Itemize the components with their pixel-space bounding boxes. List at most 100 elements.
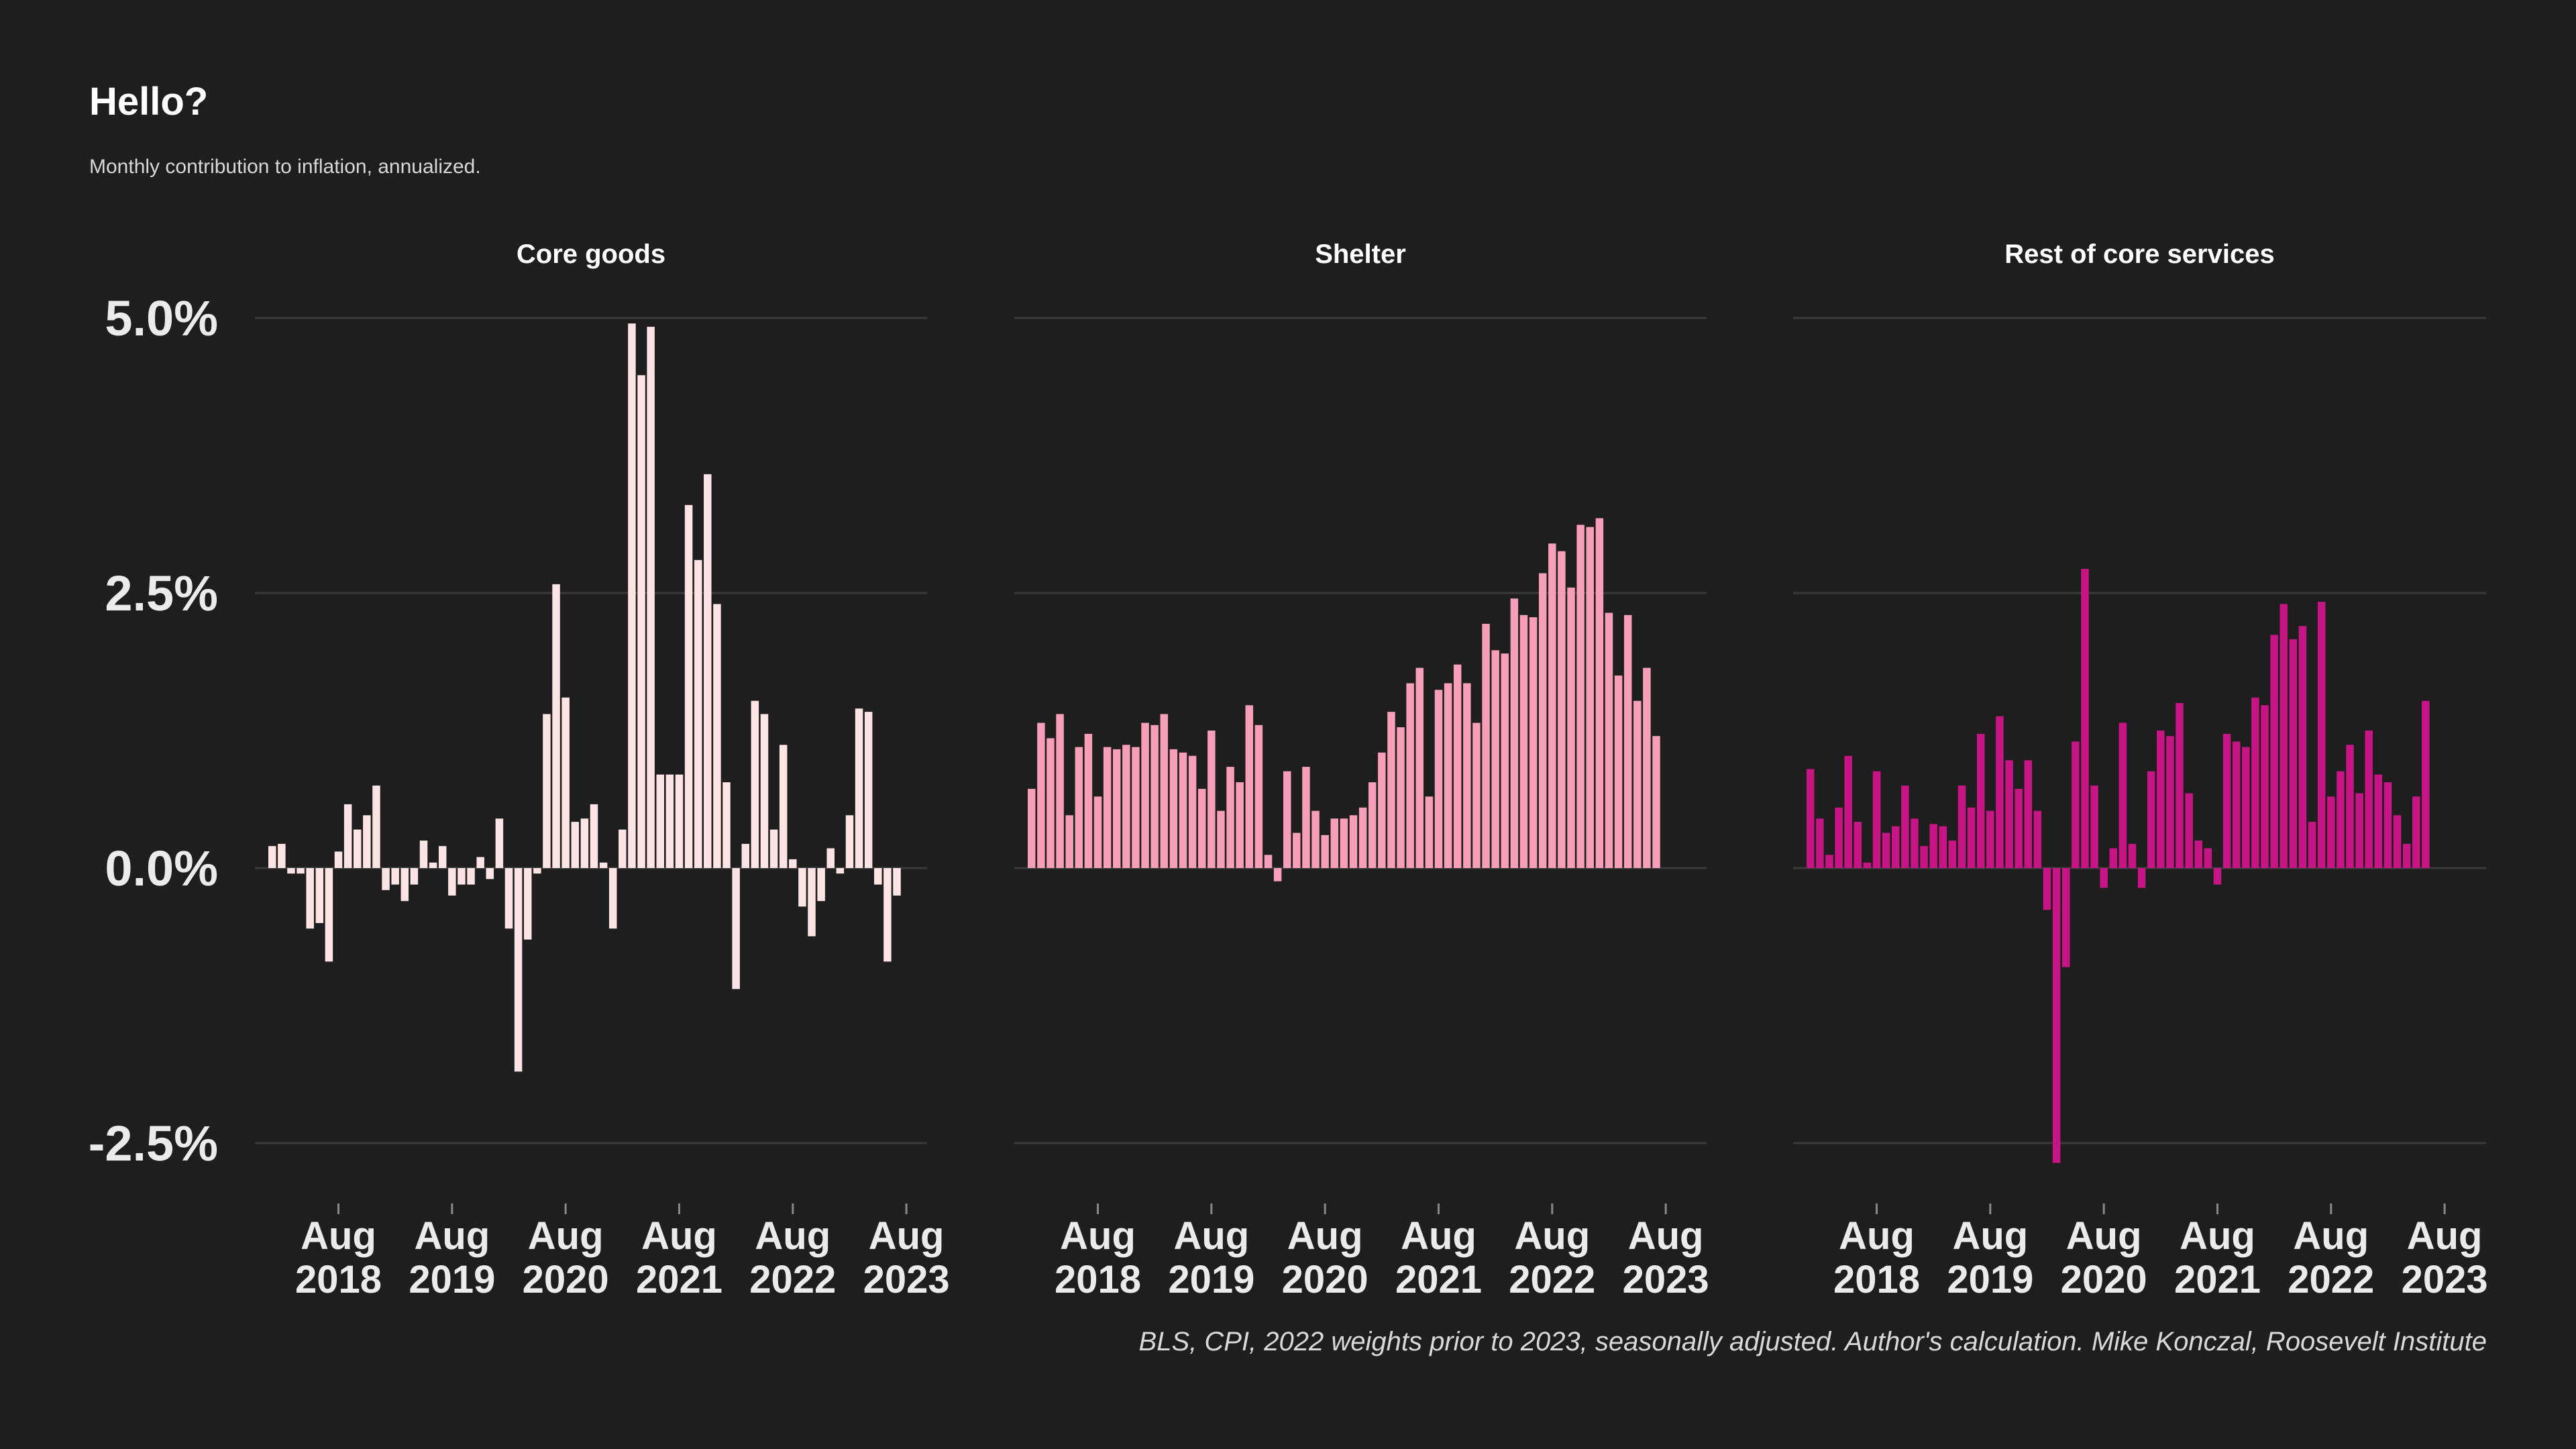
bar bbox=[893, 868, 901, 896]
x-tick-label: 2022 bbox=[749, 1258, 836, 1301]
bar bbox=[1835, 807, 1843, 868]
bar bbox=[1920, 846, 1928, 868]
bar bbox=[2222, 733, 2231, 868]
bar bbox=[1217, 810, 1225, 868]
y-tick-label: 2.5% bbox=[105, 566, 218, 621]
x-tick-label: Aug bbox=[755, 1214, 830, 1258]
bar bbox=[372, 786, 380, 868]
bar bbox=[2052, 868, 2061, 1163]
bar bbox=[1075, 747, 1083, 868]
bar bbox=[1406, 683, 1414, 868]
bar bbox=[2024, 760, 2033, 868]
bar bbox=[382, 868, 390, 890]
bar bbox=[1112, 749, 1121, 868]
x-tick-label: 2019 bbox=[1947, 1258, 2033, 1301]
bar bbox=[637, 375, 645, 868]
bar bbox=[1434, 690, 1443, 868]
bar bbox=[1046, 738, 1055, 868]
bar bbox=[2412, 796, 2420, 868]
x-tick-label: Aug bbox=[1952, 1214, 2028, 1258]
bar bbox=[438, 846, 447, 868]
bar bbox=[1065, 815, 1073, 868]
bar bbox=[2128, 843, 2137, 868]
bar bbox=[2109, 848, 2118, 868]
bar bbox=[2261, 705, 2269, 868]
x-tick-label: 2020 bbox=[2061, 1258, 2147, 1301]
x-tick-label: Aug bbox=[2180, 1214, 2255, 1258]
x-tick-label: Aug bbox=[1173, 1214, 1249, 1258]
bar bbox=[410, 868, 419, 885]
bar bbox=[2176, 703, 2184, 868]
x-tick-label: Aug bbox=[1060, 1214, 1136, 1258]
bar bbox=[1150, 724, 1159, 868]
bar bbox=[391, 868, 399, 885]
bar bbox=[1844, 755, 1852, 868]
bar bbox=[1472, 722, 1481, 868]
bar bbox=[1283, 771, 1291, 868]
bar bbox=[523, 868, 532, 940]
bar bbox=[1863, 862, 1872, 868]
bar bbox=[2393, 815, 2402, 868]
bar bbox=[713, 604, 721, 868]
bar bbox=[1976, 733, 1985, 868]
bar bbox=[619, 829, 627, 868]
x-tick-label: Aug bbox=[641, 1214, 717, 1258]
bar bbox=[1854, 822, 1862, 868]
bar bbox=[798, 868, 806, 907]
bar bbox=[2081, 568, 2089, 868]
bar bbox=[363, 815, 371, 868]
bar bbox=[287, 868, 295, 874]
x-tick-label: Aug bbox=[869, 1214, 945, 1258]
bar bbox=[1084, 733, 1093, 868]
bar bbox=[1519, 614, 1528, 868]
bar bbox=[684, 504, 693, 868]
y-tick-label: 5.0% bbox=[105, 290, 218, 346]
bar bbox=[1368, 782, 1377, 868]
bar bbox=[400, 868, 409, 902]
bar bbox=[1882, 833, 1890, 868]
y-tick-label: -2.5% bbox=[89, 1116, 218, 1171]
bar bbox=[2033, 810, 2042, 868]
bar bbox=[2015, 788, 2023, 868]
bar bbox=[580, 818, 589, 868]
x-tick-label: Aug bbox=[2293, 1214, 2369, 1258]
x-tick-label: 2021 bbox=[1395, 1258, 1482, 1301]
bar bbox=[2157, 731, 2165, 868]
x-tick-label: Aug bbox=[1287, 1214, 1363, 1258]
bar bbox=[2166, 736, 2174, 868]
bar bbox=[1397, 727, 1405, 868]
x-tick-label: 2023 bbox=[2402, 1258, 2488, 1301]
bar bbox=[817, 868, 825, 902]
bar bbox=[504, 868, 513, 929]
bar bbox=[1103, 747, 1112, 868]
bar bbox=[343, 804, 352, 868]
bar bbox=[533, 868, 541, 874]
bar bbox=[1141, 722, 1149, 868]
bar bbox=[2374, 774, 2383, 868]
bar bbox=[1996, 716, 2004, 868]
bar bbox=[665, 774, 674, 868]
bar bbox=[552, 584, 560, 868]
bar bbox=[1633, 700, 1642, 868]
bar bbox=[599, 862, 608, 868]
bar bbox=[2317, 602, 2326, 868]
bar bbox=[1056, 714, 1064, 868]
x-tick-label: 2019 bbox=[409, 1258, 495, 1301]
bar bbox=[2337, 771, 2345, 868]
bar bbox=[1548, 543, 1556, 868]
bar bbox=[1358, 807, 1367, 868]
bar bbox=[2298, 626, 2307, 868]
bar bbox=[2308, 822, 2316, 868]
bar bbox=[1273, 868, 1282, 881]
bar bbox=[1891, 826, 1900, 868]
bar bbox=[315, 868, 324, 923]
bar bbox=[297, 868, 305, 874]
bar bbox=[268, 846, 276, 868]
bar bbox=[1254, 724, 1263, 868]
bar bbox=[1986, 810, 1994, 868]
x-tick-label: Aug bbox=[2066, 1214, 2142, 1258]
x-tick-label: 2020 bbox=[1282, 1258, 1368, 1301]
bar bbox=[628, 323, 636, 868]
bar bbox=[1510, 598, 1519, 868]
